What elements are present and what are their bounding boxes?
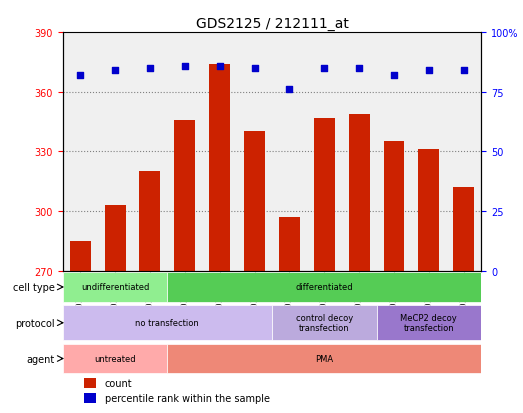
Bar	[70, 241, 90, 271]
Point	[76, 73, 84, 79]
Point	[180, 63, 189, 70]
Bar	[244, 132, 265, 271]
Text: undifferentiated: undifferentiated	[81, 283, 149, 292]
Bar	[174, 120, 195, 271]
Bar	[377, 306, 481, 340]
Bar	[453, 188, 474, 271]
Text: cell type: cell type	[13, 282, 54, 292]
Bar	[167, 344, 481, 373]
Text: protocol: protocol	[15, 318, 54, 328]
Text: agent: agent	[26, 354, 54, 363]
Title: GDS2125 / 212111_at: GDS2125 / 212111_at	[196, 17, 348, 31]
Point	[285, 87, 293, 93]
Text: percentile rank within the sample: percentile rank within the sample	[105, 393, 269, 403]
Bar	[418, 150, 439, 271]
Text: no transfection: no transfection	[135, 318, 199, 328]
Bar	[63, 344, 167, 373]
Bar	[167, 273, 481, 302]
Point	[320, 65, 328, 72]
Point	[146, 65, 154, 72]
Text: PMA: PMA	[315, 354, 333, 363]
Text: untreated: untreated	[94, 354, 136, 363]
Text: differentiated: differentiated	[295, 283, 353, 292]
Bar	[209, 65, 230, 271]
Point	[251, 65, 259, 72]
Bar	[383, 142, 404, 271]
Point	[111, 68, 119, 74]
Bar	[314, 118, 335, 271]
Point	[390, 73, 398, 79]
Point	[425, 68, 433, 74]
Text: control decoy
transfection: control decoy transfection	[295, 313, 353, 332]
Point	[215, 63, 224, 70]
Bar	[140, 172, 161, 271]
Bar	[105, 206, 126, 271]
Bar	[349, 114, 370, 271]
Bar	[279, 217, 300, 271]
Point	[460, 68, 468, 74]
Bar	[272, 306, 377, 340]
Bar	[84, 393, 96, 403]
Bar	[84, 378, 96, 388]
Point	[355, 65, 363, 72]
Bar	[63, 273, 167, 302]
Bar	[63, 306, 272, 340]
Text: count: count	[105, 378, 132, 388]
Text: MeCP2 decoy
transfection: MeCP2 decoy transfection	[401, 313, 457, 332]
